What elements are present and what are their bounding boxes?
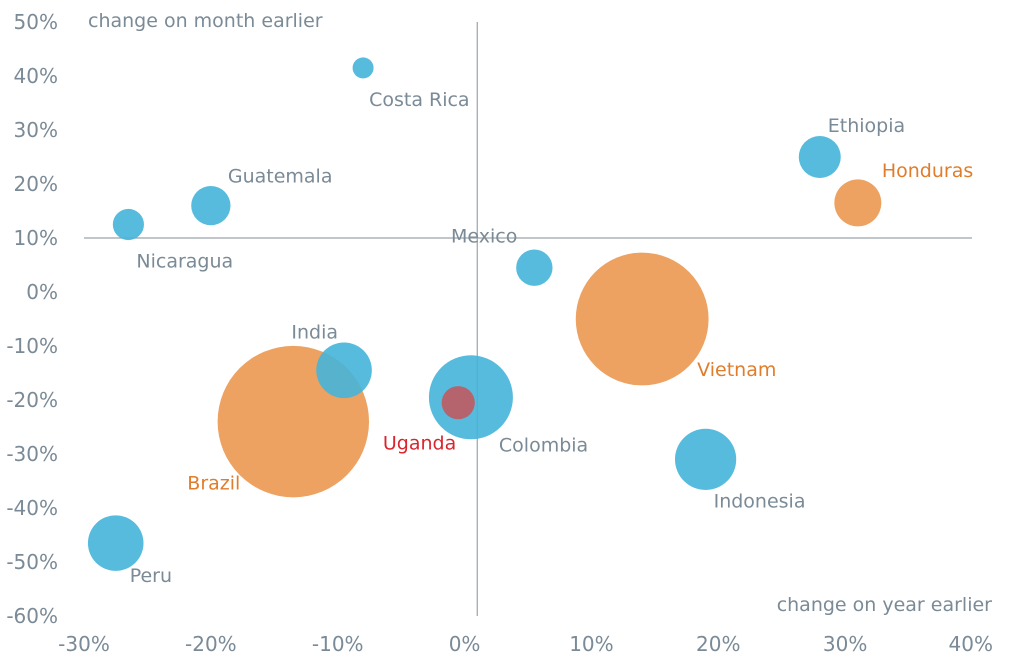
y-tick-label: 10%: [14, 226, 58, 250]
label-indonesia: Indonesia: [714, 490, 806, 512]
y-tick-label: 30%: [14, 118, 58, 142]
bubble-mexico[interactable]: [516, 249, 553, 286]
x-tick-label: 30%: [823, 632, 867, 656]
x-tick-label: 10%: [569, 632, 613, 656]
bubble-costa-rica[interactable]: [352, 57, 374, 79]
label-guatemala: Guatemala: [228, 166, 333, 188]
bubble-indonesia[interactable]: [674, 428, 737, 491]
reference-lines: [84, 22, 972, 616]
label-nicaragua: Nicaragua: [136, 251, 233, 273]
x-tick-label: -20%: [185, 632, 237, 656]
y-tick-label: -20%: [6, 388, 58, 412]
label-colombia: Colombia: [499, 434, 588, 456]
x-axis-title: change on year earlier: [777, 594, 992, 616]
y-tick-label: 50%: [14, 10, 58, 34]
label-peru: Peru: [130, 565, 172, 587]
y-tick-label: -60%: [6, 604, 58, 628]
x-tick-label: -30%: [58, 632, 110, 656]
y-tick-label: -10%: [6, 334, 58, 358]
bubble-peru[interactable]: [87, 515, 144, 571]
bubbles: [87, 57, 882, 571]
label-vietnam: Vietnam: [697, 359, 776, 381]
bubble-vietnam[interactable]: [575, 252, 709, 386]
bubble-ethiopia[interactable]: [798, 136, 841, 178]
y-tick-label: -30%: [6, 442, 58, 466]
label-mexico: Mexico: [451, 226, 517, 248]
x-tick-label: 0%: [449, 632, 481, 656]
x-tick-label: -10%: [312, 632, 364, 656]
y-axis-title: change on month earlier: [88, 10, 323, 32]
label-india: India: [291, 321, 338, 343]
y-tick-label: -50%: [6, 550, 58, 574]
tick-labels: -60% -50% -40% -30% -20% -10% 0% 10% 20% 30% 40% 50…: [6, 10, 993, 656]
x-tick-label: 40%: [949, 632, 993, 656]
bubble-honduras[interactable]: [834, 179, 882, 227]
label-brazil: Brazil: [187, 473, 240, 495]
x-tick-label: 20%: [696, 632, 740, 656]
y-tick-label: -40%: [6, 496, 58, 520]
y-tick-label: 20%: [14, 172, 58, 196]
y-tick-label: 40%: [14, 64, 58, 88]
bubble-uganda[interactable]: [441, 386, 475, 420]
bubble-india[interactable]: [316, 342, 372, 399]
label-ethiopia: Ethiopia: [828, 115, 905, 137]
label-uganda: Uganda: [383, 433, 456, 455]
bubble-nicaragua[interactable]: [112, 208, 144, 241]
label-honduras: Honduras: [882, 160, 973, 182]
y-tick-label: 0%: [26, 280, 58, 304]
point-labels: Brazil Vietnam Honduras Colombia Indonesia In…: [130, 89, 974, 587]
bubble-guatemala[interactable]: [191, 185, 231, 226]
label-costa-rica: Costa Rica: [369, 89, 470, 111]
